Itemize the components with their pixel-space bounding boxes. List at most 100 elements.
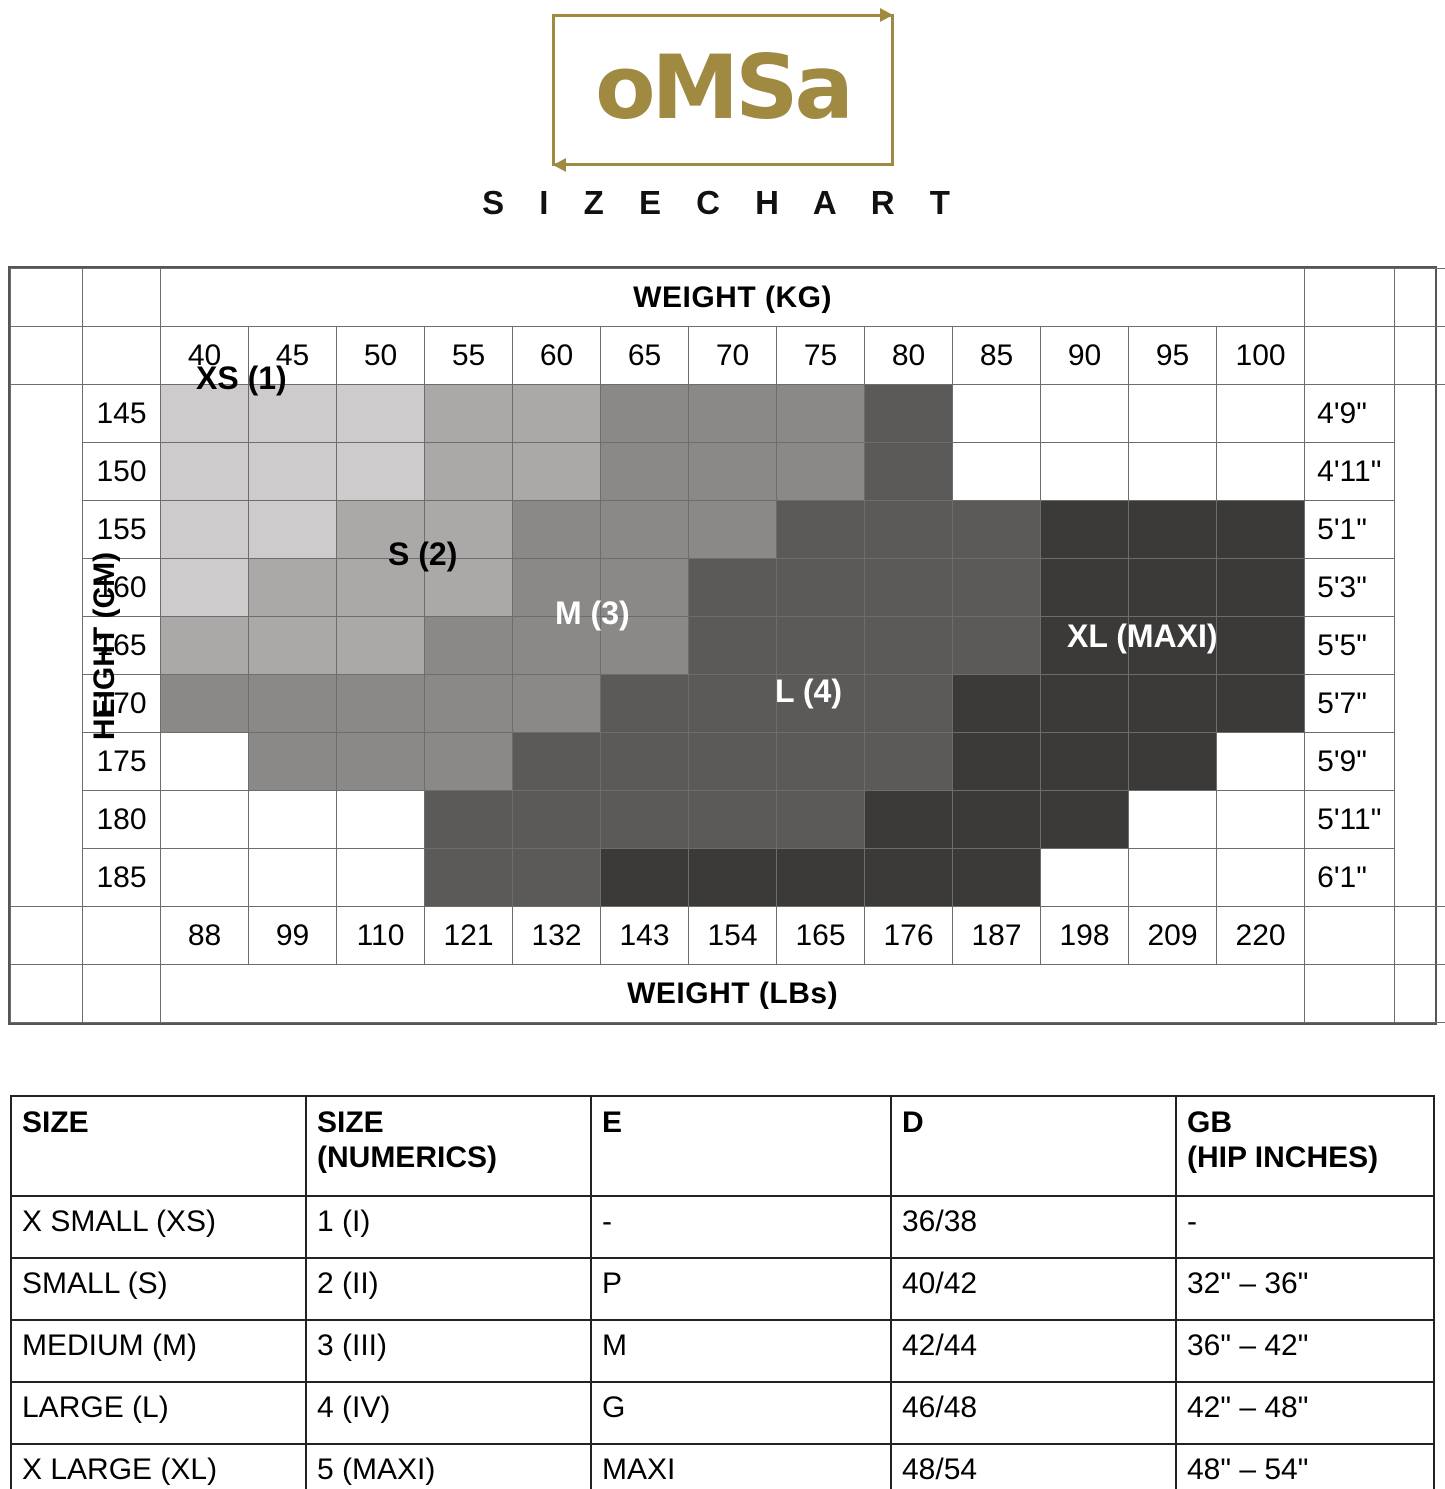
grid-cell <box>336 732 425 791</box>
grid-cell <box>512 500 601 559</box>
grid-cell <box>1040 732 1129 791</box>
cell-gb: 36" – 42" <box>1175 1319 1435 1383</box>
cell-d: 36/38 <box>890 1195 1177 1259</box>
grid-cell <box>952 558 1041 617</box>
grid-cell <box>424 674 513 733</box>
weight-kg-tick: 95 <box>1128 326 1217 385</box>
grid-cell <box>1215 442 1306 501</box>
weight-kg-tick: 75 <box>776 326 865 385</box>
weight-kg-tick: 70 <box>688 326 777 385</box>
grid-cell <box>688 732 777 791</box>
grid-cell <box>776 558 865 617</box>
height-cm-axis-label: HEIGHT (CM) <box>10 384 121 907</box>
col-header-gb-line2: (HIP INCHES) <box>1187 1141 1379 1175</box>
col-header-e: E <box>590 1095 892 1197</box>
grid-cell <box>248 848 337 907</box>
weight-kg-tick: 90 <box>1040 326 1129 385</box>
col-header-size-line1: SIZE <box>22 1106 89 1139</box>
height-cm-tick: 150 <box>82 442 161 501</box>
grid-cell <box>1215 500 1306 559</box>
cell-numeric: 5 (MAXI) <box>305 1443 592 1489</box>
grid-spacer <box>82 326 161 385</box>
weight-kg-tick: 50 <box>336 326 425 385</box>
grid-cell <box>600 848 689 907</box>
height-ft-tick: 5'3" <box>1304 558 1396 617</box>
grid-row: 155 5'1" <box>11 500 1445 559</box>
cell-e: P <box>590 1257 892 1321</box>
grid-cell <box>248 732 337 791</box>
cell-e: G <box>590 1381 892 1445</box>
height-ft-tick: 5'1" <box>1304 500 1396 559</box>
grid-cell <box>160 790 249 849</box>
weight-lbs-tick-row: 88 99 110 121 132 143 154 165 176 187 198 209 220 <box>10 906 1445 965</box>
grid-cell <box>1215 790 1306 849</box>
grid-cell <box>688 674 777 733</box>
weight-lbs-tick: 165 <box>776 906 865 965</box>
grid-row: 165 5'5" <box>11 616 1445 675</box>
grid-cell <box>160 616 249 675</box>
page-title: S I Z E C H A R T <box>482 184 963 221</box>
height-ft-tick: 4'9" <box>1304 384 1396 443</box>
grid-cell <box>952 732 1041 791</box>
grid-cell <box>776 500 865 559</box>
height-cm-tick: 155 <box>82 500 161 559</box>
grid-cell <box>512 384 601 443</box>
col-header-numerics: SIZE (NUMERICS) <box>305 1095 592 1197</box>
grid-cell <box>688 500 777 559</box>
weight-kg-tick: 60 <box>512 326 601 385</box>
grid-spacer <box>10 906 83 965</box>
height-cm-tick: 180 <box>82 790 161 849</box>
cell-d: 46/48 <box>890 1381 1177 1445</box>
grid-cell <box>1128 500 1217 559</box>
grid-cell <box>336 616 425 675</box>
weight-kg-tick: 65 <box>600 326 689 385</box>
grid-cell <box>1128 442 1217 501</box>
weight-kg-tick: 85 <box>952 326 1041 385</box>
weight-lbs-tick: 110 <box>336 906 425 965</box>
grid-cell <box>1128 790 1217 849</box>
weight-lbs-tick: 198 <box>1040 906 1129 965</box>
height-cm-tick: 160 <box>82 558 161 617</box>
grid-cell <box>864 674 953 733</box>
grid-cell <box>160 848 249 907</box>
grid-row: 180 5'11" <box>11 790 1445 849</box>
size-grid-table: WEIGHT (KG) 40 45 50 55 60 65 70 75 80 85 90 95 100 HE… <box>10 268 1445 1023</box>
grid-cell <box>248 442 337 501</box>
grid-cell <box>336 442 425 501</box>
grid-cell <box>1215 558 1306 617</box>
logo-wordmark: oMSa <box>595 36 854 139</box>
col-header-gb: GB (HIP INCHES) <box>1175 1095 1435 1197</box>
table-row: LARGE (L) 4 (IV) G 46/48 42" – 48" <box>10 1381 1435 1445</box>
grid-cell <box>1128 732 1217 791</box>
weight-kg-tick: 40 <box>160 326 249 385</box>
grid-cell <box>512 848 601 907</box>
grid-cell <box>512 442 601 501</box>
weight-lbs-tick: 154 <box>688 906 777 965</box>
height-ft-axis-label: HEIGHT (FEET/INCHES) <box>1394 384 1445 907</box>
height-ft-tick: 5'7" <box>1304 674 1396 733</box>
grid-cell <box>424 790 513 849</box>
grid-cell <box>248 500 337 559</box>
grid-cell <box>512 616 601 675</box>
grid-cell <box>248 558 337 617</box>
weight-lbs-label: WEIGHT (LBs) <box>159 964 1306 1023</box>
grid-cell <box>1215 848 1306 907</box>
grid-cell <box>600 384 689 443</box>
grid-cell <box>600 732 689 791</box>
cell-e: - <box>590 1195 892 1259</box>
grid-cell <box>952 790 1041 849</box>
grid-cell <box>864 384 953 443</box>
weight-lbs-banner-row: WEIGHT (LBs) <box>10 964 1445 1023</box>
grid-cell <box>952 616 1041 675</box>
grid-cell <box>424 442 513 501</box>
grid-cell <box>952 674 1041 733</box>
weight-lbs-tick: 187 <box>952 906 1041 965</box>
grid-spacer <box>1304 326 1396 385</box>
height-ft-tick: 5'5" <box>1304 616 1396 675</box>
grid-cell <box>600 558 689 617</box>
weight-lbs-tick: 220 <box>1215 906 1306 965</box>
grid-cell <box>424 732 513 791</box>
grid-cell <box>248 616 337 675</box>
cell-d: 48/54 <box>890 1443 1177 1489</box>
